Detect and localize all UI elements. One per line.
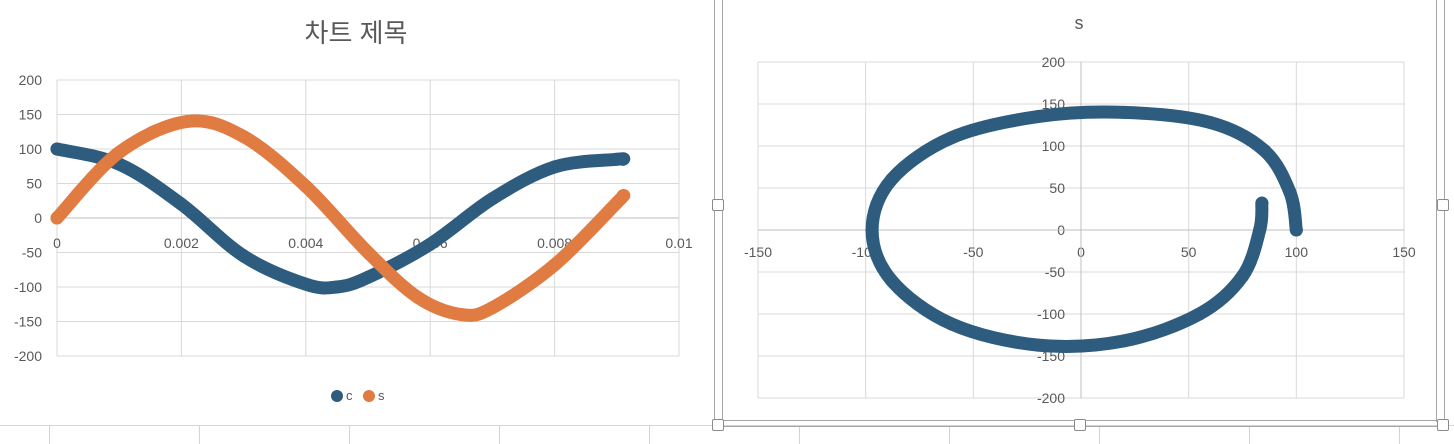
series-line-s [50,114,631,322]
legend-marker-s [363,390,375,402]
data-point [1192,307,1206,321]
data-point [485,192,499,206]
x-tick-label: 0.01 [665,235,692,251]
data-point [1203,116,1217,129]
sheet-row-line [0,425,1454,426]
selection-frame-right-inner [1436,0,1437,422]
data-point [1289,223,1303,237]
data-point [181,114,195,128]
line-chart-c-s[interactable]: 차트 제목 00.0020.0040.0060.0080.01200150100… [0,0,712,420]
y-tick-label: 150 [19,107,43,123]
y-tick-label: 100 [19,141,43,157]
sheet-column-line [349,425,350,444]
data-point [454,308,468,322]
y-tick-label: 200 [1042,54,1066,70]
data-point [885,273,898,287]
data-point [361,246,375,259]
chart-series [865,105,1303,353]
data-point [616,152,630,166]
y-tick-label: -100 [14,279,42,295]
data-point [423,237,437,251]
selection-frame-right [1444,0,1445,426]
x-tick-label: 0 [53,235,61,251]
sheet-column-line [1099,425,1100,444]
data-point [1253,223,1267,237]
data-point [50,142,64,156]
data-point [1257,143,1271,157]
chart-title: s [1075,13,1084,33]
y-tick-label: -50 [22,245,42,261]
chart-left-svg: 차트 제목 00.0020.0040.0060.0080.01200150100… [14,18,693,403]
data-point [1255,196,1269,210]
series-line-data [865,105,1303,353]
data-point [945,131,959,145]
y-tick-label: -200 [1037,390,1065,406]
chart-title: 차트 제목 [305,18,408,48]
resize-handle-bottom[interactable] [1074,419,1086,431]
y-tick-label: -200 [14,348,42,364]
y-tick-label: -50 [1045,264,1065,280]
data-point [1117,105,1131,119]
x-tick-label: 0.004 [288,235,323,251]
selection-frame-left [714,0,715,426]
legend-label-c: c [346,388,353,403]
y-tick-label: -150 [14,314,42,330]
x-tick-label: -50 [963,244,983,260]
data-point [361,270,375,284]
y-tick-label: 200 [19,72,43,88]
data-point [1031,338,1045,352]
data-point [548,258,562,272]
data-point [1031,110,1045,124]
resize-handle-right[interactable] [1437,199,1449,211]
sheet-column-line [199,425,200,444]
y-tick-label: 100 [1042,138,1066,154]
sheet-column-line [649,425,650,444]
data-point [548,160,562,174]
data-point [1236,269,1249,283]
data-point [299,277,313,291]
data-point [865,223,879,237]
data-point [174,197,188,211]
data-point [616,189,630,203]
scatter-chart-s[interactable]: s -150-100-50050100150200150100500-50-10… [718,0,1454,426]
sheet-column-line [1399,425,1400,444]
x-tick-label: 150 [1392,244,1416,260]
x-tick-label: 100 [1285,244,1309,260]
data-point [330,280,344,294]
resize-handle-bottom-left[interactable] [712,419,724,431]
data-point [299,179,313,193]
data-point [112,145,126,159]
data-point [885,173,898,187]
selection-frame-left-inner [722,0,723,422]
data-point [237,130,251,144]
legend-label-s: s [378,388,385,403]
resize-handle-bottom-right[interactable] [1437,419,1449,431]
data-point [411,290,425,304]
chart-series [50,114,631,322]
chart-right-svg: s -150-100-50050100150200150100500-50-10… [744,13,1416,406]
sheet-column-line [1249,425,1250,444]
y-tick-label: 50 [26,176,42,192]
y-tick-label: -100 [1037,306,1065,322]
x-tick-label: 0.002 [164,235,199,251]
data-point [1283,185,1297,199]
sheet-column-line [49,425,50,444]
chart-legend[interactable]: c s [331,388,385,403]
y-tick-label: 0 [34,210,42,226]
x-tick-label: 50 [1181,244,1197,260]
sheet-column-line [499,425,500,444]
y-tick-label: 50 [1049,180,1065,196]
chart-axes: 00.0020.0040.0060.0080.01200150100500-50… [14,72,693,364]
x-tick-label: 0.008 [537,235,572,251]
data-point [945,317,959,331]
sheet-column-line [799,425,800,444]
resize-handle-left[interactable] [712,199,724,211]
data-point [237,249,251,263]
data-point [1117,334,1131,348]
legend-marker-c [331,390,343,402]
data-point [50,211,64,225]
x-tick-label: -150 [744,244,772,260]
data-point [485,301,499,315]
sheet-column-line [949,425,950,444]
